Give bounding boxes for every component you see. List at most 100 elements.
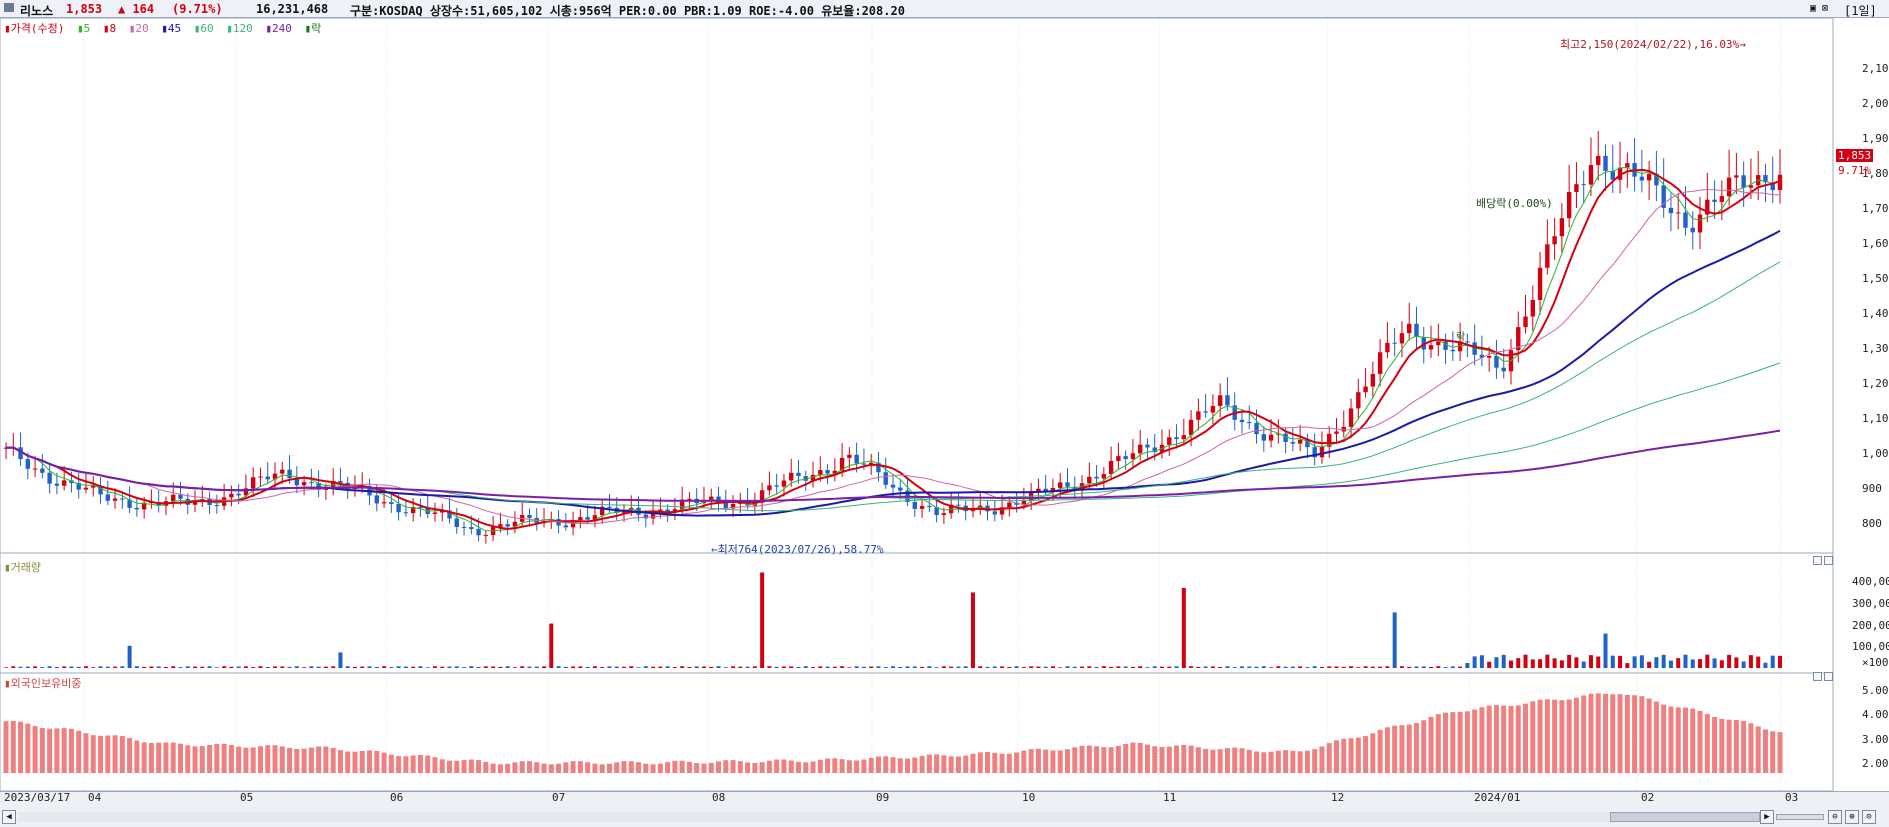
candle-body <box>1217 395 1223 406</box>
foreign-bar <box>177 743 183 773</box>
volume-bar <box>251 667 256 668</box>
candle-body <box>265 476 270 480</box>
foreign-bar <box>716 761 722 773</box>
x-axis-label: 11 <box>1163 791 1177 804</box>
zoom-reset-icon[interactable]: ⊙ <box>1862 810 1876 824</box>
zoom-out-icon[interactable]: ⊖ <box>1828 810 1842 824</box>
foreign-bar <box>468 759 474 773</box>
foreign-bar <box>425 755 431 773</box>
foreign-bar <box>141 742 147 773</box>
candle-body <box>1341 426 1346 432</box>
legend-item-dividend[interactable]: ▮락 <box>304 22 322 35</box>
legend-item-ma120[interactable]: ▮120 <box>226 22 253 35</box>
legend-item-ma60[interactable]: ▮60 <box>193 22 214 35</box>
foreign-bar <box>1174 745 1180 773</box>
foreign-bar <box>1392 725 1398 773</box>
foreign-bar <box>926 754 932 773</box>
x-axis-label: 07 <box>552 791 566 804</box>
candle-body <box>1450 349 1456 352</box>
scrollbar-track[interactable] <box>18 812 1758 822</box>
candle-body <box>927 505 932 508</box>
volume-bar <box>789 666 794 668</box>
candle-body <box>1065 482 1070 487</box>
candle-body <box>1668 207 1674 214</box>
candle-body <box>578 517 583 521</box>
foreign-bar <box>999 753 1005 773</box>
panel-maximize-button[interactable] <box>1813 556 1822 565</box>
foreign-bar <box>1348 738 1354 773</box>
zoom-slider[interactable] <box>1776 814 1824 820</box>
window-maximize-icon[interactable]: ▣ <box>1810 3 1817 14</box>
foreign-bar <box>352 751 358 773</box>
scroll-left-button[interactable]: ◀ <box>2 810 16 824</box>
candle-body <box>127 499 132 508</box>
panel-close-button[interactable] <box>1824 556 1833 565</box>
candle-body <box>316 483 321 491</box>
price-change: ▲ 164 <box>118 2 155 16</box>
volume-bar <box>1043 666 1048 668</box>
legend-item-ma240[interactable]: ▮240 <box>265 22 292 35</box>
volume-bar <box>1581 661 1586 668</box>
foreign-bar <box>1021 750 1027 773</box>
legend-item-ma45[interactable]: ▮45 <box>161 22 182 35</box>
volume-bar <box>382 666 387 668</box>
volume-bar <box>476 666 481 668</box>
foreign-bar <box>1515 705 1521 773</box>
volume-legend[interactable]: ▮거래량 <box>4 561 41 574</box>
volume-bar <box>1508 660 1513 668</box>
candle-body <box>1043 488 1048 493</box>
volume-bar <box>621 666 626 668</box>
candle-body <box>650 512 656 519</box>
candle-body <box>781 480 787 487</box>
period-button[interactable]: [1일] <box>1844 4 1877 18</box>
volume-bar <box>1778 655 1782 668</box>
volume-bar <box>811 667 816 668</box>
volume-bar <box>309 666 314 668</box>
candle-body <box>1596 155 1601 166</box>
scroll-right-button[interactable]: ▶ <box>1760 810 1774 824</box>
candle-body <box>774 485 779 487</box>
foreign-bar <box>1334 740 1339 773</box>
candle-body <box>1726 177 1732 197</box>
foreign-bar <box>1123 743 1129 773</box>
panel-maximize-button[interactable] <box>1813 672 1822 681</box>
candle-body <box>54 483 60 486</box>
legend-item-ma20[interactable]: ▮20 <box>128 22 149 35</box>
panel-close-button[interactable] <box>1824 672 1833 681</box>
foreign-bar <box>1733 720 1739 773</box>
legend-item-ma5[interactable]: ▮5 <box>76 22 91 35</box>
candle-body <box>1465 341 1470 343</box>
window-close-icon[interactable]: ⊠ <box>1822 3 1829 14</box>
candle-body <box>1348 408 1354 427</box>
foreign-bar <box>279 746 285 773</box>
volume-bar <box>4 667 8 668</box>
volume-bar <box>1443 667 1448 668</box>
candle-body <box>1181 435 1187 440</box>
foreign-bar <box>970 753 976 773</box>
chart-canvas[interactable] <box>0 18 1889 808</box>
menu-icon[interactable] <box>4 3 14 12</box>
legend-item-price[interactable]: ▮가격(수정) <box>4 22 65 35</box>
legend-item-ma8[interactable]: ▮8 <box>102 22 117 35</box>
zoom-in-icon[interactable]: ⊕ <box>1845 810 1859 824</box>
volume-bar <box>498 666 503 668</box>
candle-body <box>854 454 859 464</box>
volume-bar <box>18 666 23 668</box>
candle-body <box>1712 199 1717 202</box>
candle-body <box>461 526 467 528</box>
volume-bar <box>462 667 467 668</box>
scrollbar-thumb[interactable] <box>1610 812 1760 822</box>
foreign-bar <box>1581 695 1587 773</box>
volume-bar <box>1174 666 1179 668</box>
foreign-bar <box>265 745 271 773</box>
candle-body <box>730 504 736 509</box>
foreign-bar <box>1363 736 1369 773</box>
foreign-legend[interactable]: ▮외국인보유비중 <box>4 677 82 690</box>
foreign-bar <box>1086 745 1092 773</box>
candle-body <box>243 488 249 496</box>
candle-body <box>47 472 52 484</box>
candle-body <box>1152 447 1157 453</box>
volume-bar <box>949 666 954 668</box>
foreign-bar <box>1254 751 1260 773</box>
candle-body <box>1705 199 1710 215</box>
